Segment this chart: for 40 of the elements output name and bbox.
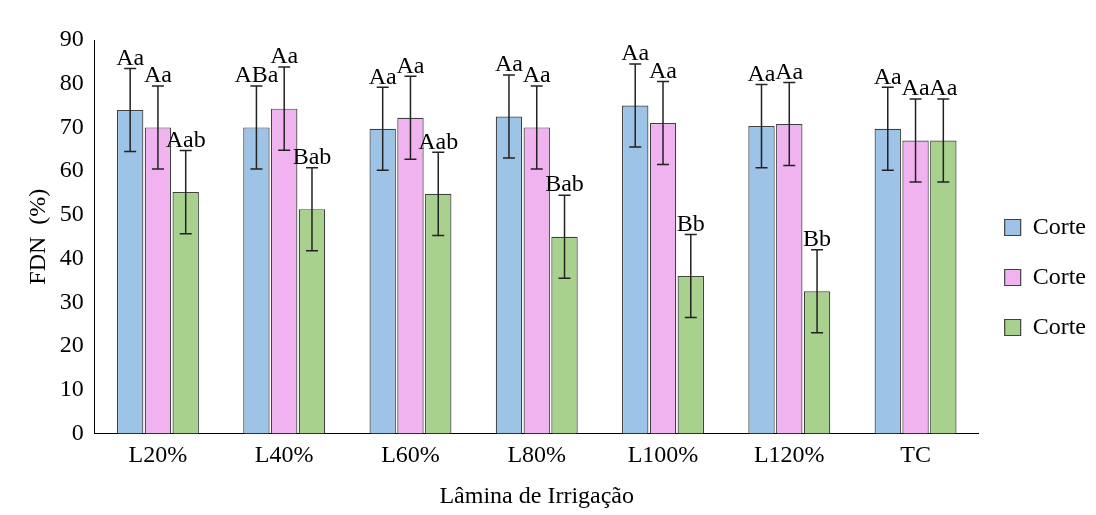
data-label: Aa (494, 50, 524, 77)
y-tick-label: 90 (59, 25, 84, 52)
legend-label: Corte (1032, 262, 1087, 289)
x-tick-label: L40% (254, 441, 314, 468)
data-label: Bab (292, 142, 332, 169)
data-label: Aa (873, 62, 903, 89)
data-label: Aa (143, 61, 173, 88)
x-axis-title: Lâmina de Irrigação (439, 481, 635, 508)
x-tick-label: L20% (128, 441, 188, 468)
y-tick-label: 30 (59, 287, 84, 314)
data-label: Aab (418, 127, 459, 154)
y-tick-label: 80 (59, 69, 84, 96)
data-label: Aa (901, 74, 930, 101)
x-tick-label: L80% (507, 441, 567, 468)
x-tick-label: L120% (753, 441, 825, 468)
data-label: Aa (929, 74, 958, 101)
data-label: Aa (747, 59, 776, 86)
x-tick-label: TC (900, 441, 931, 468)
data-label: Aa (775, 57, 804, 84)
y-tick-label: 70 (59, 112, 84, 139)
data-label: Bb (803, 225, 832, 252)
y-tick-label: 20 (59, 331, 84, 358)
legend-label: Corte (1032, 312, 1087, 339)
data-label: Aa (649, 56, 678, 83)
legend-label: Corte (1032, 212, 1087, 239)
x-tick-label: L100% (627, 441, 699, 468)
x-tick-label: L60% (381, 441, 440, 468)
data-label: Bb (676, 209, 705, 236)
y-tick-label: 60 (59, 156, 84, 183)
y-tick-label: 0 (71, 418, 84, 445)
data-label: Aa (522, 61, 552, 88)
y-tick-label: 10 (59, 374, 84, 401)
data-label: Aa (621, 39, 650, 66)
data-label: Aa (396, 51, 425, 78)
y-axis-title: FDN (%) (23, 188, 50, 285)
y-tick-label: 40 (59, 243, 84, 270)
data-label: Aa (116, 43, 145, 70)
y-tick-label: 50 (59, 200, 84, 227)
data-label: Aa (270, 42, 299, 69)
data-label: Aa (368, 62, 398, 89)
